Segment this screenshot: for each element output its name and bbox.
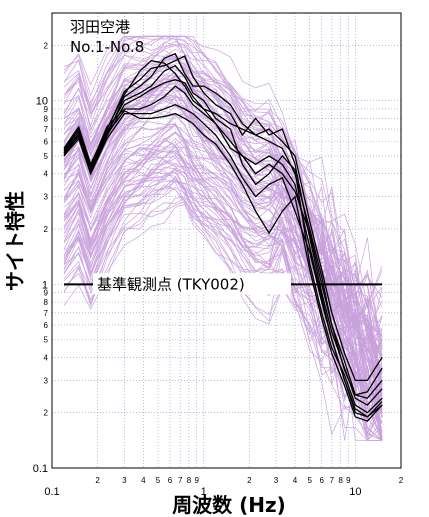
y-minor-tick-label: 3 — [44, 376, 49, 385]
x-minor-tick-label: 8 — [338, 476, 343, 485]
x-minor-tick-label: 2 — [247, 476, 252, 485]
x-minor-tick-label: 5 — [156, 476, 161, 485]
x-minor-tick-label: 3 — [122, 476, 127, 485]
background-series-line — [63, 41, 383, 369]
background-series-line — [63, 55, 383, 361]
reference-line-group: 基準観測点 (TKY002) — [64, 273, 383, 295]
y-minor-tick-label: 2 — [44, 409, 49, 418]
highlight-series-line — [63, 60, 383, 382]
highlight-series-group — [63, 52, 383, 422]
highlight-series-line — [63, 64, 383, 414]
y-minor-tick-label: 3 — [44, 193, 49, 202]
x-minor-tick-label: 5 — [307, 476, 312, 485]
reference-label: 基準観測点 (TKY002) — [97, 275, 245, 293]
background-series-group — [63, 35, 383, 442]
y-minor-tick-label: 9 — [44, 289, 49, 298]
background-series-line — [63, 124, 383, 425]
background-series-line — [63, 150, 383, 396]
x-minor-tick-label: 7 — [330, 476, 335, 485]
x-tick-label: 10 — [349, 486, 361, 498]
annotation-line-1: 羽田空港 — [70, 18, 130, 36]
y-minor-tick-label: 2 — [44, 225, 49, 234]
reference-label-background — [93, 273, 291, 295]
x-minor-tick-label: 6 — [168, 476, 173, 485]
background-series-line — [63, 96, 383, 372]
background-series-line — [63, 146, 383, 442]
y-minor-tick-label: 7 — [44, 125, 49, 134]
background-series-line — [63, 49, 383, 397]
annotation-line-2: No.1-No.8 — [70, 38, 144, 56]
background-series-line — [63, 130, 383, 411]
y-axis-title: サイト特性 — [3, 191, 27, 291]
y-minor-tick-label: 7 — [44, 309, 49, 318]
background-series-line — [63, 204, 383, 435]
background-series-line — [63, 55, 383, 356]
x-minor-tick-label: 3 — [274, 476, 279, 485]
highlight-series-line — [63, 109, 383, 422]
x-minor-tick-label: 9 — [346, 476, 351, 485]
background-series-line — [63, 170, 383, 441]
background-series-line — [63, 44, 383, 418]
x-minor-tick-label: 8 — [187, 476, 192, 485]
x-minor-tick-label: 4 — [141, 476, 146, 485]
x-tick-labels: 0.1 1 102 3 4 5 6 7 8 9 2 3 4 5 6 7 8 9 2 — [44, 476, 403, 498]
y-minor-tick-label: 5 — [44, 152, 49, 161]
x-minor-tick-label: 2 — [399, 476, 404, 485]
background-series-line — [63, 35, 383, 309]
x-axis-title: 周波数 (Hz) — [172, 493, 286, 517]
highlight-series-line — [63, 85, 383, 396]
background-series-line — [63, 171, 383, 441]
x-minor-tick-label: 7 — [178, 476, 183, 485]
y-minor-tick-label: 9 — [44, 105, 49, 114]
y-minor-tick-label: 5 — [44, 336, 49, 345]
site-annotation: 羽田空港 No.1-No.8 — [70, 18, 144, 56]
x-minor-tick-label: 9 — [195, 476, 200, 485]
background-series-line — [63, 162, 383, 434]
background-series-line — [63, 180, 383, 438]
y-tick-label: 1 — [42, 279, 48, 291]
y-minor-tick-label: 2 — [44, 41, 49, 50]
x-minor-tick-label: 6 — [319, 476, 324, 485]
background-series-line — [63, 167, 383, 369]
y-minor-tick-label: 4 — [44, 353, 49, 362]
y-minor-tick-label: 4 — [44, 170, 49, 179]
background-series-line — [63, 37, 383, 338]
plot-frame — [51, 12, 402, 469]
background-series-line — [63, 124, 383, 410]
x-minor-tick-label: 2 — [95, 476, 100, 485]
background-series-line — [63, 196, 383, 433]
y-minor-tick-label: 6 — [44, 321, 49, 330]
y-tick-label: 0.1 — [33, 463, 48, 475]
y-minor-tick-label: 8 — [44, 114, 49, 123]
highlight-series-line — [63, 103, 383, 418]
background-series-line — [63, 35, 383, 385]
y-tick-label: 10 — [36, 96, 48, 108]
y-minor-tick-label: 8 — [44, 298, 49, 307]
x-tick-label: 0.1 — [44, 486, 59, 498]
x-tick-label: 1 — [201, 486, 207, 498]
background-series-line — [63, 148, 383, 441]
x-minor-tick-label: 4 — [293, 476, 298, 485]
y-minor-tick-label: 6 — [44, 137, 49, 146]
background-series-line — [63, 71, 383, 307]
